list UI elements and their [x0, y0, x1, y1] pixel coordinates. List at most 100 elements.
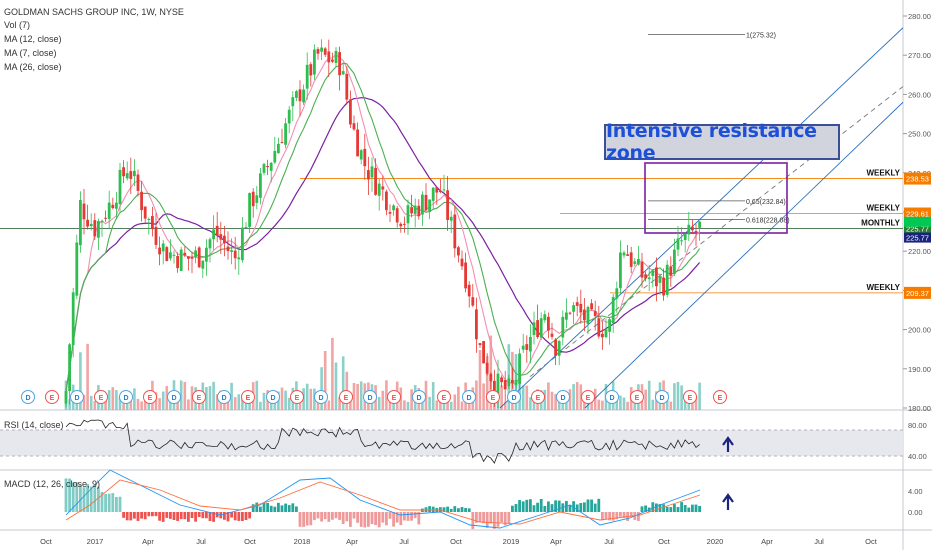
macd-histogram-bar	[478, 512, 482, 523]
macd-histogram-bar	[536, 502, 539, 512]
macd-histogram-bar	[410, 512, 413, 521]
candle-body	[345, 73, 349, 100]
time-axis-label: Jul	[196, 537, 206, 546]
volume-bar	[435, 400, 439, 410]
macd-histogram-bar	[352, 512, 356, 519]
dividend-marker-icon	[314, 390, 328, 404]
level-price-text: 209.37	[906, 289, 929, 298]
dividend-marker-icon	[266, 390, 280, 404]
candle-body	[147, 218, 151, 220]
candle-body	[79, 200, 82, 246]
macd-histogram-bar	[349, 512, 352, 527]
level-price-tag	[904, 172, 931, 185]
candle-body	[493, 380, 496, 396]
volume-bar	[118, 396, 122, 410]
candle-body	[356, 129, 359, 157]
time-axis-label: 2017	[87, 537, 104, 546]
macd-histogram-bar	[662, 504, 665, 512]
volume-bar	[338, 396, 341, 410]
candle-body	[190, 256, 194, 259]
candle-body	[86, 219, 89, 227]
macd-histogram-bar	[122, 512, 125, 518]
volume-bar	[460, 401, 464, 410]
candle-body	[406, 205, 410, 224]
macd-histogram-bar	[244, 512, 248, 520]
macd-histogram-bar	[201, 512, 205, 519]
fib-label: 1(275.32)	[746, 32, 776, 39]
candle-body	[640, 261, 644, 278]
candle-body	[593, 311, 597, 317]
macd-histogram-bar	[140, 512, 143, 519]
volume-bar	[133, 388, 136, 410]
candle-body	[302, 89, 305, 103]
macd-histogram-bar	[446, 506, 449, 512]
event-marker-label: D	[270, 395, 275, 402]
macd-histogram-bar	[601, 512, 604, 521]
candle-body	[539, 318, 543, 338]
legend-ma26: MA (26, close)	[4, 62, 62, 72]
candle-body	[449, 216, 453, 221]
candle-body	[619, 252, 622, 289]
candle-body	[97, 221, 100, 238]
macd-histogram-bar	[676, 507, 680, 512]
macd-histogram-bar	[147, 512, 151, 517]
candle-body	[89, 223, 93, 227]
macd-histogram-bar	[514, 504, 518, 512]
candle-body	[305, 64, 309, 89]
macd-histogram-bar	[392, 512, 395, 527]
macd-histogram-bar	[608, 512, 611, 521]
macd-histogram-bar	[471, 512, 475, 530]
candle-body	[100, 220, 104, 223]
candle-body	[331, 59, 334, 62]
volume-bar	[158, 398, 161, 410]
event-marker-label: E	[586, 395, 591, 402]
macd-histogram-bar	[226, 512, 230, 522]
macd-histogram-bar	[385, 512, 388, 526]
candle-body	[644, 274, 647, 279]
price-axis-label: 270.00	[908, 51, 931, 60]
level-price-tag	[904, 207, 931, 220]
earnings-marker-icon	[531, 390, 545, 404]
candle-body	[575, 302, 579, 306]
candle-body	[435, 187, 439, 193]
candle-body	[496, 373, 500, 398]
candle-body	[647, 277, 651, 280]
macd-histogram-bar	[93, 485, 97, 512]
candle-body	[475, 309, 478, 340]
candle-body	[417, 205, 421, 217]
candle-body	[251, 191, 255, 207]
volume-bar	[421, 397, 424, 410]
macd-histogram-bar	[338, 512, 341, 520]
volume-bar	[187, 399, 190, 410]
volume-bar	[93, 400, 97, 410]
volume-bar	[568, 389, 572, 410]
candle-body	[550, 333, 554, 337]
event-marker-label: E	[392, 395, 397, 402]
volume-bar	[115, 390, 118, 410]
candle-body	[165, 247, 169, 261]
dividend-marker-icon	[217, 390, 231, 404]
earnings-marker-icon	[387, 390, 401, 404]
candle-body	[439, 190, 442, 192]
dividend-marker-icon	[556, 390, 570, 404]
volume-bar	[140, 401, 143, 410]
macd-histogram-bar	[82, 487, 86, 512]
candle-body	[75, 242, 79, 296]
macd-histogram-bar	[125, 512, 129, 521]
macd-histogram-bar	[367, 512, 370, 527]
macd-signal-line	[65, 479, 701, 525]
candle-body	[82, 203, 86, 220]
macd-histogram-bar	[374, 512, 377, 526]
volume-bar	[259, 401, 262, 410]
candle-body	[511, 379, 514, 384]
resistance-zone-annotation: Intensive resistance zone	[604, 120, 840, 164]
candle-body	[662, 277, 665, 296]
macd-histogram-bar	[669, 507, 673, 512]
volume-bar	[143, 397, 147, 410]
candle-body	[93, 220, 97, 237]
volume-bar	[475, 380, 478, 410]
macd-histogram-bar	[111, 493, 115, 512]
macd-histogram-bar	[525, 499, 529, 512]
candle-body	[212, 229, 215, 240]
